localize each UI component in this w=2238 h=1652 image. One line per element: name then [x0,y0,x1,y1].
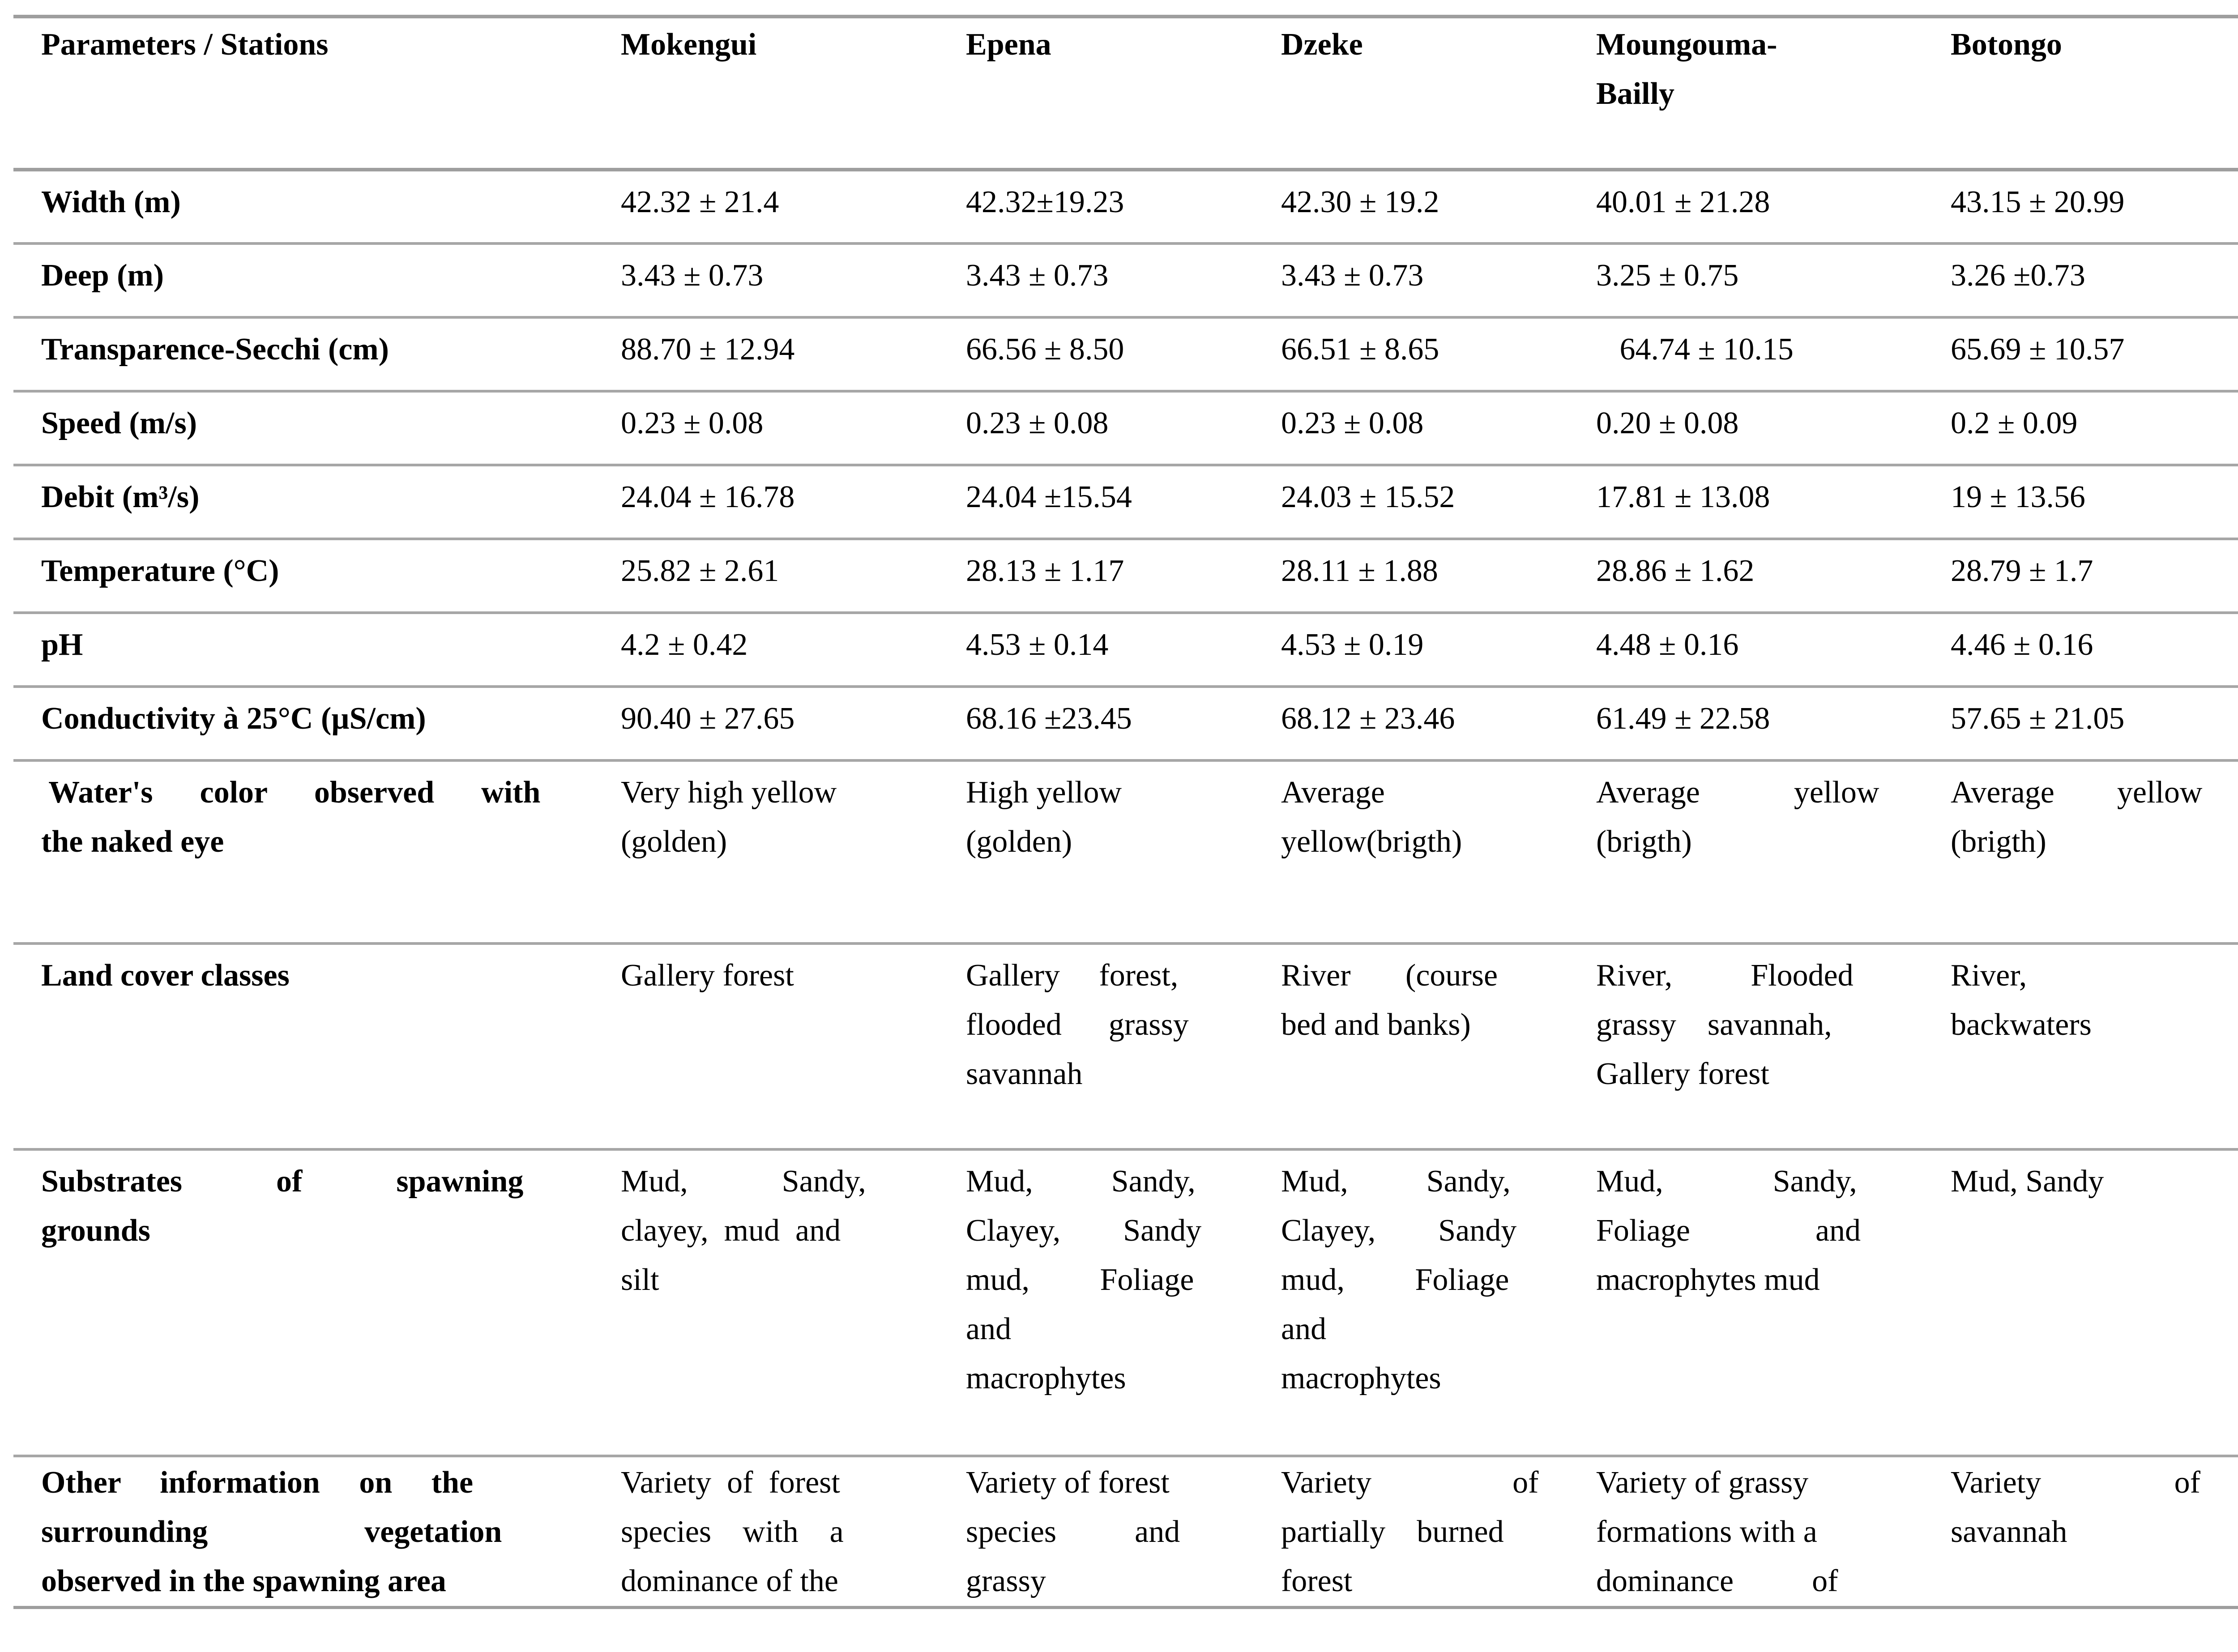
table-row: Speed (m/s) 0.23 ± 0.08 0.23 ± 0.08 0.23 ± … [13,391,2238,465]
table-row: Transparence-Secchi (cm) 88.70 ± 12.94 66.… [13,317,2238,391]
row-label: Debit (m³/s) [41,480,200,514]
table-row: Debit (m³/s) 24.04 ± 16.78 24.04 ±15.54 24.… [13,465,2238,539]
cell: 0.23 ± 0.08 [621,406,764,440]
cell: 65.69 ± 10.57 [1951,332,2125,367]
parameters-stations-table: Parameters / Stations Mokengui Epena Dzeke M… [13,15,2238,1609]
table-row: Water's color observed with the naked ey… [13,760,2238,943]
cell: 24.04 ± 16.78 [621,480,795,514]
row-label: Other information on the surrounding veg… [41,1465,502,1598]
cell: 4.2 ± 0.42 [621,628,748,662]
cell: 28.79 ± 1.7 [1951,554,2093,588]
table-header: Parameters / Stations Mokengui Epena Dzeke M… [13,17,2238,170]
cell: Mud, Sandy, Foliage and macrophytes mud [1596,1164,1861,1297]
column-header-parameters-stations: Parameters / Stations [41,27,329,62]
cell: 19 ± 13.56 [1951,480,2085,514]
cell: 66.51 ± 8.65 [1281,332,1439,367]
cell: Average yellow (brigth) [1596,775,1879,859]
table-row: Width (m) 42.32 ± 21.4 42.32±19.23 42.30 ± … [13,170,2238,243]
cell: 17.81 ± 13.08 [1596,480,1770,514]
row-label: pH [41,628,83,662]
cell: Gallery forest [621,958,794,993]
cell: 42.32±19.23 [966,185,1124,219]
table-row: pH 4.2 ± 0.42 4.53 ± 0.14 4.53 ± 0.19 4.48 ±… [13,613,2238,687]
cell: Variety of savannah [1951,1465,2200,1549]
cell: Very high yellow (golden) [621,775,837,859]
cell: Mud, Sandy, clayey, mud and silt [621,1164,866,1297]
cell: 4.46 ± 0.16 [1951,628,2093,662]
cell: 4.53 ± 0.19 [1281,628,1424,662]
row-label: Width (m) [41,185,181,219]
row-label: Conductivity à 25°C (µS/cm) [41,701,426,736]
cell: 42.32 ± 21.4 [621,185,779,219]
table-row: Land cover classes Gallery forest Gallery … [13,943,2238,1149]
table-row: Other information on the surrounding veg… [13,1456,2238,1608]
cell: 40.01 ± 21.28 [1596,185,1770,219]
column-header-station: Epena [966,27,1051,62]
cell: 28.86 ± 1.62 [1596,554,1755,588]
cell: Average yellow(brigth) [1281,775,1462,859]
cell: River, backwaters [1951,958,2092,1042]
cell: 28.13 ± 1.17 [966,554,1124,588]
table-row: Deep (m) 3.43 ± 0.73 3.43 ± 0.73 3.43 ± 0.7… [13,243,2238,317]
cell: Gallery forest, flooded grassy savannah [966,958,1189,1091]
cell: 64.74 ± 10.15 [1596,332,1794,367]
cell: Variety of partially burned forest [1281,1465,1539,1598]
cell: 4.48 ± 0.16 [1596,628,1739,662]
cell: 88.70 ± 12.94 [621,332,795,367]
cell: 42.30 ± 19.2 [1281,185,1439,219]
cell: Mud, Sandy, Clayey, Sandy mud, Foliage a… [1281,1164,1517,1396]
row-label: Substrates of spawning grounds [41,1164,524,1248]
row-label: Speed (m/s) [41,406,197,440]
cell: 3.43 ± 0.73 [1281,258,1424,293]
cell: Variety of forest species with a dominan… [621,1465,844,1598]
cell: River, Flooded grassy savannah, Gallery … [1596,958,1854,1091]
cell: 0.2 ± 0.09 [1951,406,2078,440]
cell: 0.23 ± 0.08 [966,406,1109,440]
column-header-station: Botongo [1951,27,2062,62]
cell: River (course bed and banks) [1281,958,1498,1042]
cell: 68.12 ± 23.46 [1281,701,1455,736]
row-label: Water's color observed with the naked ey… [41,775,541,859]
cell: Mud, Sandy, Clayey, Sandy mud, Foliage a… [966,1164,1202,1396]
row-label: Deep (m) [41,258,164,293]
cell: 43.15 ± 20.99 [1951,185,2125,219]
cell: 3.43 ± 0.73 [621,258,764,293]
column-header-station: Mokengui [621,27,757,62]
cell: 57.65 ± 21.05 [1951,701,2125,736]
cell: 61.49 ± 22.58 [1596,701,1770,736]
row-label: Land cover classes [41,958,290,993]
column-header-station: Moungouma- Bailly [1596,27,1777,111]
header-row: Parameters / Stations Mokengui Epena Dzeke M… [13,17,2238,170]
cell: 3.26 ±0.73 [1951,258,2085,293]
cell: 3.25 ± 0.75 [1596,258,1739,293]
cell: Variety of forest species and grassy [966,1465,1180,1598]
cell: 66.56 ± 8.50 [966,332,1124,367]
cell: Variety of grassy formations with a domi… [1596,1465,1838,1598]
cell: 24.04 ±15.54 [966,480,1132,514]
cell: 0.20 ± 0.08 [1596,406,1739,440]
table-row: Conductivity à 25°C (µS/cm) 90.40 ± 27.65… [13,687,2238,760]
cell: 3.43 ± 0.73 [966,258,1109,293]
cell: 24.03 ± 15.52 [1281,480,1455,514]
row-label: Transparence-Secchi (cm) [41,332,389,367]
cell: Average yellow (brigth) [1951,775,2203,859]
cell: 28.11 ± 1.88 [1281,554,1438,588]
cell: Mud, Sandy [1951,1164,2104,1199]
cell: 68.16 ±23.45 [966,701,1132,736]
table-row: Temperature (°C) 25.82 ± 2.61 28.13 ± 1.17… [13,539,2238,613]
cell: 4.53 ± 0.14 [966,628,1109,662]
cell: 0.23 ± 0.08 [1281,406,1424,440]
cell: 90.40 ± 27.65 [621,701,795,736]
cell: High yellow (golden) [966,775,1122,859]
row-label: Temperature (°C) [41,554,279,588]
table-row: Substrates of spawning grounds Mud, Sandy… [13,1149,2238,1456]
cell: 25.82 ± 2.61 [621,554,779,588]
table-body: Width (m) 42.32 ± 21.4 42.32±19.23 42.30 ± … [13,170,2238,1608]
column-header-station: Dzeke [1281,27,1363,62]
